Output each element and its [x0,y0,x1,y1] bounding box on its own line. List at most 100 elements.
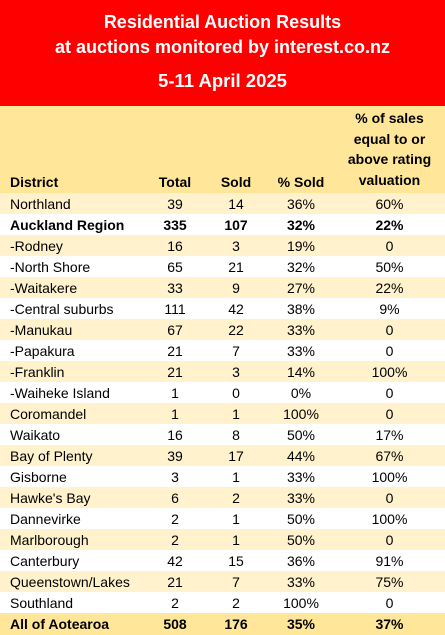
cell-district: Waikato [0,424,146,445]
cell-valuation: 9% [334,298,445,319]
table-row: -Franklin 21 3 14% 100% [0,361,445,382]
cell-total: 33 [146,277,204,298]
cell-pct-sold: 50% [268,508,334,529]
cell-valuation: 100% [334,361,445,382]
cell-valuation: 75% [334,571,445,592]
table-row: -Manukau 67 22 33% 0 [0,319,445,340]
cell-valuation: 0 [334,235,445,256]
cell-pct-sold: 33% [268,466,334,487]
table-row: Gisborne 3 1 33% 100% [0,466,445,487]
cell-total: 2 [146,508,204,529]
cell-total: 2 [146,529,204,550]
title-line-1: Residential Auction Results [103,12,342,32]
cell-sold: 1 [204,529,268,550]
cell-sold: 9 [204,277,268,298]
table-row: Marlborough 2 1 50% 0 [0,529,445,550]
total-cell-pct-sold: 35% [268,613,334,635]
cell-pct-sold: 27% [268,277,334,298]
cell-district: -Rodney [0,235,146,256]
cell-district: Canterbury [0,550,146,571]
table-row: -Central suburbs 111 42 38% 9% [0,298,445,319]
cell-sold: 2 [204,592,268,613]
cell-pct-sold: 19% [268,235,334,256]
cell-pct-sold: 50% [268,529,334,550]
cell-pct-sold: 36% [268,550,334,571]
header-valuation-line: equal to or [353,130,426,147]
cell-total: 3 [146,466,204,487]
cell-valuation: 91% [334,550,445,571]
cell-valuation: 22% [334,277,445,298]
cell-district: -Central suburbs [0,298,146,319]
cell-valuation: 0 [334,529,445,550]
cell-valuation: 0 [334,403,445,424]
cell-pct-sold: 32% [268,256,334,277]
cell-sold: 3 [204,235,268,256]
cell-total: 39 [146,445,204,466]
cell-sold: 42 [204,298,268,319]
table-row: -Waiheke Island 1 0 0% 0 [0,382,445,403]
cell-total: 335 [146,214,204,235]
cell-valuation: 0 [334,487,445,508]
cell-pct-sold: 33% [268,340,334,361]
cell-pct-sold: 33% [268,571,334,592]
cell-district: Queenstown/Lakes [0,571,146,592]
table-row: Northland 39 14 36% 60% [0,193,445,214]
table-row: Dannevirke 2 1 50% 100% [0,508,445,529]
cell-valuation: 100% [334,508,445,529]
cell-district: Southland [0,592,146,613]
cell-pct-sold: 33% [268,319,334,340]
cell-district: Bay of Plenty [0,445,146,466]
cell-district: -Waiheke Island [0,382,146,403]
cell-total: 67 [146,319,204,340]
table-row: Queenstown/Lakes 21 7 33% 75% [0,571,445,592]
cell-total: 65 [146,256,204,277]
cell-valuation: 17% [334,424,445,445]
cell-valuation: 100% [334,466,445,487]
table-row: Southland 2 2 100% 0 [0,592,445,613]
cell-valuation: 67% [334,445,445,466]
cell-pct-sold: 100% [268,592,334,613]
cell-district: Auckland Region [0,214,146,235]
cell-sold: 21 [204,256,268,277]
header-district: District [0,106,146,193]
cell-sold: 107 [204,214,268,235]
column-header-row: District Total Sold % Sold % of sales eq… [0,106,445,193]
cell-total: 21 [146,571,204,592]
table-row: -Waitakere 33 9 27% 22% [0,277,445,298]
cell-valuation: 50% [334,256,445,277]
table-row: Bay of Plenty 39 17 44% 67% [0,445,445,466]
cell-total: 16 [146,424,204,445]
header-valuation: % of sales equal to or above rating valu… [334,106,445,193]
cell-sold: 15 [204,550,268,571]
cell-valuation: 0 [334,592,445,613]
cell-valuation: 0 [334,340,445,361]
table-row: Coromandel 1 1 100% 0 [0,403,445,424]
cell-total: 21 [146,340,204,361]
cell-sold: 14 [204,193,268,214]
table-row: -Papakura 21 7 33% 0 [0,340,445,361]
cell-district: Northland [0,193,146,214]
cell-valuation: 0 [334,319,445,340]
header-sold: Sold [204,106,268,193]
cell-sold: 1 [204,466,268,487]
cell-sold: 3 [204,361,268,382]
table-row: -Rodney 16 3 19% 0 [0,235,445,256]
cell-district: Coromandel [0,403,146,424]
cell-sold: 0 [204,382,268,403]
cell-pct-sold: 100% [268,403,334,424]
total-cell-sold: 176 [204,613,268,635]
total-cell-valuation: 37% [334,613,445,635]
cell-total: 6 [146,487,204,508]
cell-valuation: 0 [334,382,445,403]
table-row: -North Shore 65 21 32% 50% [0,256,445,277]
header-valuation-line: above rating [347,151,432,167]
cell-pct-sold: 38% [268,298,334,319]
header-valuation-line: % of sales [355,110,424,126]
cell-pct-sold: 44% [268,445,334,466]
cell-sold: 22 [204,319,268,340]
cell-pct-sold: 32% [268,214,334,235]
cell-district: -North Shore [0,256,146,277]
cell-sold: 2 [204,487,268,508]
header-valuation-line: valuation [358,171,421,188]
cell-pct-sold: 0% [268,382,334,403]
